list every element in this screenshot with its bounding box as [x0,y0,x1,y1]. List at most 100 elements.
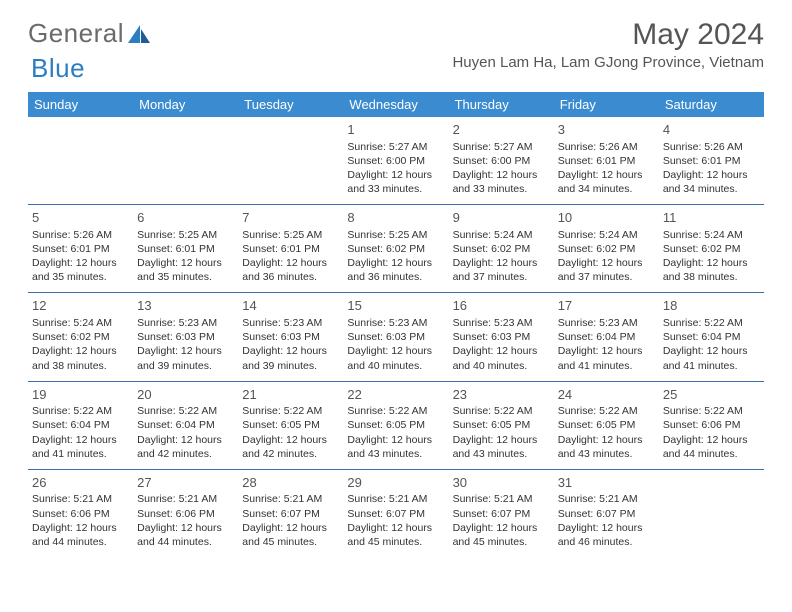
day-number: 20 [137,386,234,404]
sunrise-line: Sunrise: 5:21 AM [347,492,444,506]
day-cell-3: 3Sunrise: 5:26 AMSunset: 6:01 PMDaylight… [554,117,659,204]
day-cell-21: 21Sunrise: 5:22 AMSunset: 6:05 PMDayligh… [238,382,343,469]
sunrise-line: Sunrise: 5:21 AM [558,492,655,506]
sunset-line: Sunset: 6:01 PM [137,242,234,256]
day-number: 27 [137,474,234,492]
sunrise-line: Sunrise: 5:24 AM [558,228,655,242]
daylight-line-1: Daylight: 12 hours [137,344,234,358]
sunrise-line: Sunrise: 5:26 AM [558,140,655,154]
sunset-line: Sunset: 6:03 PM [242,330,339,344]
day-cell-14: 14Sunrise: 5:23 AMSunset: 6:03 PMDayligh… [238,293,343,380]
day-number: 24 [558,386,655,404]
daylight-line-2: and 42 minutes. [242,447,339,461]
day-cell-18: 18Sunrise: 5:22 AMSunset: 6:04 PMDayligh… [659,293,764,380]
sunrise-line: Sunrise: 5:23 AM [242,316,339,330]
sunrise-line: Sunrise: 5:25 AM [347,228,444,242]
sunrise-line: Sunrise: 5:27 AM [347,140,444,154]
day-number: 10 [558,209,655,227]
sunrise-line: Sunrise: 5:22 AM [663,404,760,418]
daylight-line-2: and 36 minutes. [242,270,339,284]
daylight-line-2: and 46 minutes. [558,535,655,549]
logo-text-general: General [28,18,124,49]
daylight-line-2: and 37 minutes. [558,270,655,284]
daylight-line-2: and 38 minutes. [663,270,760,284]
daylight-line-2: and 41 minutes. [663,359,760,373]
sunset-line: Sunset: 6:04 PM [558,330,655,344]
sunset-line: Sunset: 6:02 PM [453,242,550,256]
day-cell-7: 7Sunrise: 5:25 AMSunset: 6:01 PMDaylight… [238,205,343,292]
sunrise-line: Sunrise: 5:22 AM [242,404,339,418]
sunset-line: Sunset: 6:01 PM [663,154,760,168]
sunset-line: Sunset: 6:04 PM [663,330,760,344]
day-number: 7 [242,209,339,227]
daylight-line-2: and 44 minutes. [663,447,760,461]
daylight-line-1: Daylight: 12 hours [347,344,444,358]
day-number: 22 [347,386,444,404]
weekday-monday: Monday [133,92,238,117]
day-number: 2 [453,121,550,139]
daylight-line-1: Daylight: 12 hours [453,168,550,182]
sunset-line: Sunset: 6:00 PM [453,154,550,168]
day-number: 16 [453,297,550,315]
daylight-line-1: Daylight: 12 hours [347,521,444,535]
sunset-line: Sunset: 6:05 PM [558,418,655,432]
day-number: 29 [347,474,444,492]
daylight-line-2: and 38 minutes. [32,359,129,373]
day-number: 17 [558,297,655,315]
day-cell-13: 13Sunrise: 5:23 AMSunset: 6:03 PMDayligh… [133,293,238,380]
daylight-line-2: and 33 minutes. [347,182,444,196]
day-number: 19 [32,386,129,404]
month-title: May 2024 [452,18,764,52]
daylight-line-1: Daylight: 12 hours [558,433,655,447]
sunrise-line: Sunrise: 5:24 AM [663,228,760,242]
sunrise-line: Sunrise: 5:26 AM [32,228,129,242]
day-cell-10: 10Sunrise: 5:24 AMSunset: 6:02 PMDayligh… [554,205,659,292]
sunset-line: Sunset: 6:01 PM [32,242,129,256]
day-cell-19: 19Sunrise: 5:22 AMSunset: 6:04 PMDayligh… [28,382,133,469]
sunrise-line: Sunrise: 5:22 AM [137,404,234,418]
day-cell-25: 25Sunrise: 5:22 AMSunset: 6:06 PMDayligh… [659,382,764,469]
week-row: 1Sunrise: 5:27 AMSunset: 6:00 PMDaylight… [28,117,764,205]
daylight-line-1: Daylight: 12 hours [558,344,655,358]
sunrise-line: Sunrise: 5:27 AM [453,140,550,154]
sunset-line: Sunset: 6:05 PM [242,418,339,432]
weekday-thursday: Thursday [449,92,554,117]
sunset-line: Sunset: 6:02 PM [347,242,444,256]
daylight-line-2: and 37 minutes. [453,270,550,284]
day-number: 15 [347,297,444,315]
day-cell-27: 27Sunrise: 5:21 AMSunset: 6:06 PMDayligh… [133,470,238,557]
sunset-line: Sunset: 6:03 PM [347,330,444,344]
day-number: 1 [347,121,444,139]
week-row: 26Sunrise: 5:21 AMSunset: 6:06 PMDayligh… [28,470,764,557]
logo-text-blue: Blue [31,53,85,84]
daylight-line-2: and 43 minutes. [347,447,444,461]
day-cell-11: 11Sunrise: 5:24 AMSunset: 6:02 PMDayligh… [659,205,764,292]
day-number: 25 [663,386,760,404]
daylight-line-1: Daylight: 12 hours [242,344,339,358]
logo: General [28,18,152,49]
daylight-line-1: Daylight: 12 hours [663,433,760,447]
daylight-line-1: Daylight: 12 hours [347,433,444,447]
day-cell-4: 4Sunrise: 5:26 AMSunset: 6:01 PMDaylight… [659,117,764,204]
day-number: 26 [32,474,129,492]
day-number: 13 [137,297,234,315]
daylight-line-1: Daylight: 12 hours [32,344,129,358]
sunset-line: Sunset: 6:02 PM [32,330,129,344]
day-number: 31 [558,474,655,492]
sunset-line: Sunset: 6:03 PM [453,330,550,344]
daylight-line-1: Daylight: 12 hours [32,256,129,270]
weeks-container: 1Sunrise: 5:27 AMSunset: 6:00 PMDaylight… [28,117,764,557]
location-text: Huyen Lam Ha, Lam GJong Province, Vietna… [452,54,764,71]
daylight-line-1: Daylight: 12 hours [137,433,234,447]
day-cell-12: 12Sunrise: 5:24 AMSunset: 6:02 PMDayligh… [28,293,133,380]
day-number: 6 [137,209,234,227]
daylight-line-2: and 43 minutes. [558,447,655,461]
sunset-line: Sunset: 6:03 PM [137,330,234,344]
daylight-line-1: Daylight: 12 hours [32,521,129,535]
daylight-line-1: Daylight: 12 hours [663,168,760,182]
day-cell-empty [238,117,343,204]
daylight-line-1: Daylight: 12 hours [663,344,760,358]
day-cell-empty [659,470,764,557]
sunset-line: Sunset: 6:02 PM [558,242,655,256]
sunset-line: Sunset: 6:07 PM [242,507,339,521]
